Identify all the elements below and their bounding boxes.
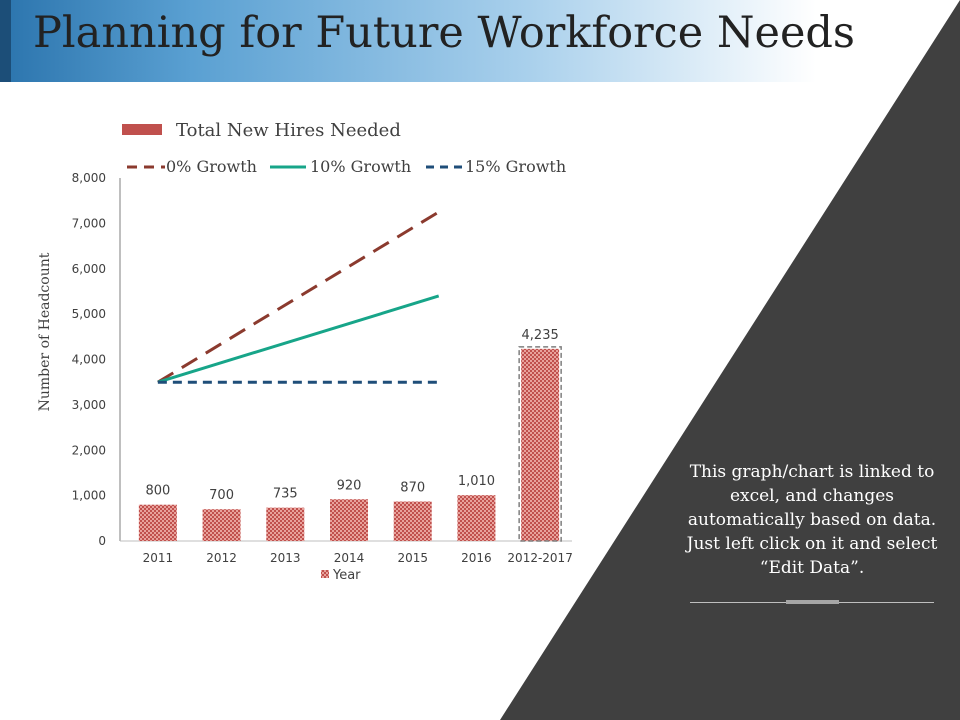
- bar-value-labels: 800 700 735 920 870 1,010 4,235: [145, 328, 558, 503]
- x-axis-title: Year: [332, 568, 361, 583]
- y-tick-label: 6,000: [72, 262, 106, 276]
- y-tick-label: 4,000: [72, 353, 106, 367]
- y-tick-label: 0: [98, 534, 106, 548]
- x-tick-label: 2011: [143, 551, 174, 565]
- growth-lines: [157, 210, 440, 384]
- bar-value-label: 4,235: [522, 328, 559, 343]
- y-tick-labels: 0 1,000 2,000 3,000 4,000 5,000 6,000 7,000 8,00…: [72, 171, 106, 548]
- x-tick-labels: 2011 2012 2013 2014 2015 2016 2012-2017: [143, 551, 573, 565]
- x-tick-label: 2014: [334, 551, 365, 565]
- legend-label-15-growth: 15% Growth: [465, 157, 566, 176]
- x-tick-label: 2016: [461, 551, 492, 565]
- bar[interactable]: [457, 495, 496, 541]
- x-tick-label: 2013: [270, 551, 301, 565]
- y-tick-label: 2,000: [72, 443, 106, 457]
- bar-value-label: 1,010: [458, 474, 495, 489]
- y-tick-label: 1,000: [72, 489, 106, 503]
- bar[interactable]: [138, 504, 177, 541]
- chart-legend: Total New Hires Needed 0% Growth 10% Gro…: [122, 120, 566, 176]
- y-tick-label: 8,000: [72, 171, 106, 185]
- x-tick-label: 2012: [206, 551, 237, 565]
- bar-value-label: 870: [400, 481, 425, 496]
- edit-data-note: This graph/chart is linked to excel, and…: [686, 462, 938, 578]
- bar[interactable]: [202, 509, 241, 541]
- bar-value-label: 920: [337, 478, 362, 493]
- legend-swatch-new-hires: [122, 124, 162, 135]
- growth-line-0-growth[interactable]: [157, 210, 440, 384]
- bars-group: [138, 346, 562, 542]
- bar[interactable]: [393, 501, 432, 541]
- y-tick-label: 5,000: [72, 307, 106, 321]
- legend-label-0-growth: 0% Growth: [166, 157, 257, 176]
- growth-line-10-growth[interactable]: [157, 294, 440, 384]
- bar[interactable]: [330, 499, 368, 541]
- bar[interactable]: [521, 348, 560, 541]
- x-tick-label: 2012-2017: [507, 551, 572, 565]
- legend-label-10-growth: 10% Growth: [310, 157, 411, 176]
- bar-value-label: 735: [273, 487, 298, 502]
- x-tick-label: 2015: [397, 551, 428, 565]
- title-accent-strip: [0, 0, 11, 82]
- bar-value-label: 700: [209, 488, 234, 503]
- bar-value-label: 800: [145, 484, 170, 499]
- y-axis-title: Number of Headcount: [37, 252, 53, 411]
- bar[interactable]: [266, 507, 305, 541]
- y-tick-label: 7,000: [72, 216, 106, 230]
- bar-selection-outline: [518, 346, 562, 542]
- legend-label-new-hires: Total New Hires Needed: [176, 120, 401, 141]
- y-tick-label: 3,000: [72, 398, 106, 412]
- note-divider-accent: [786, 600, 839, 604]
- x-axis-title-swatch: [321, 570, 329, 578]
